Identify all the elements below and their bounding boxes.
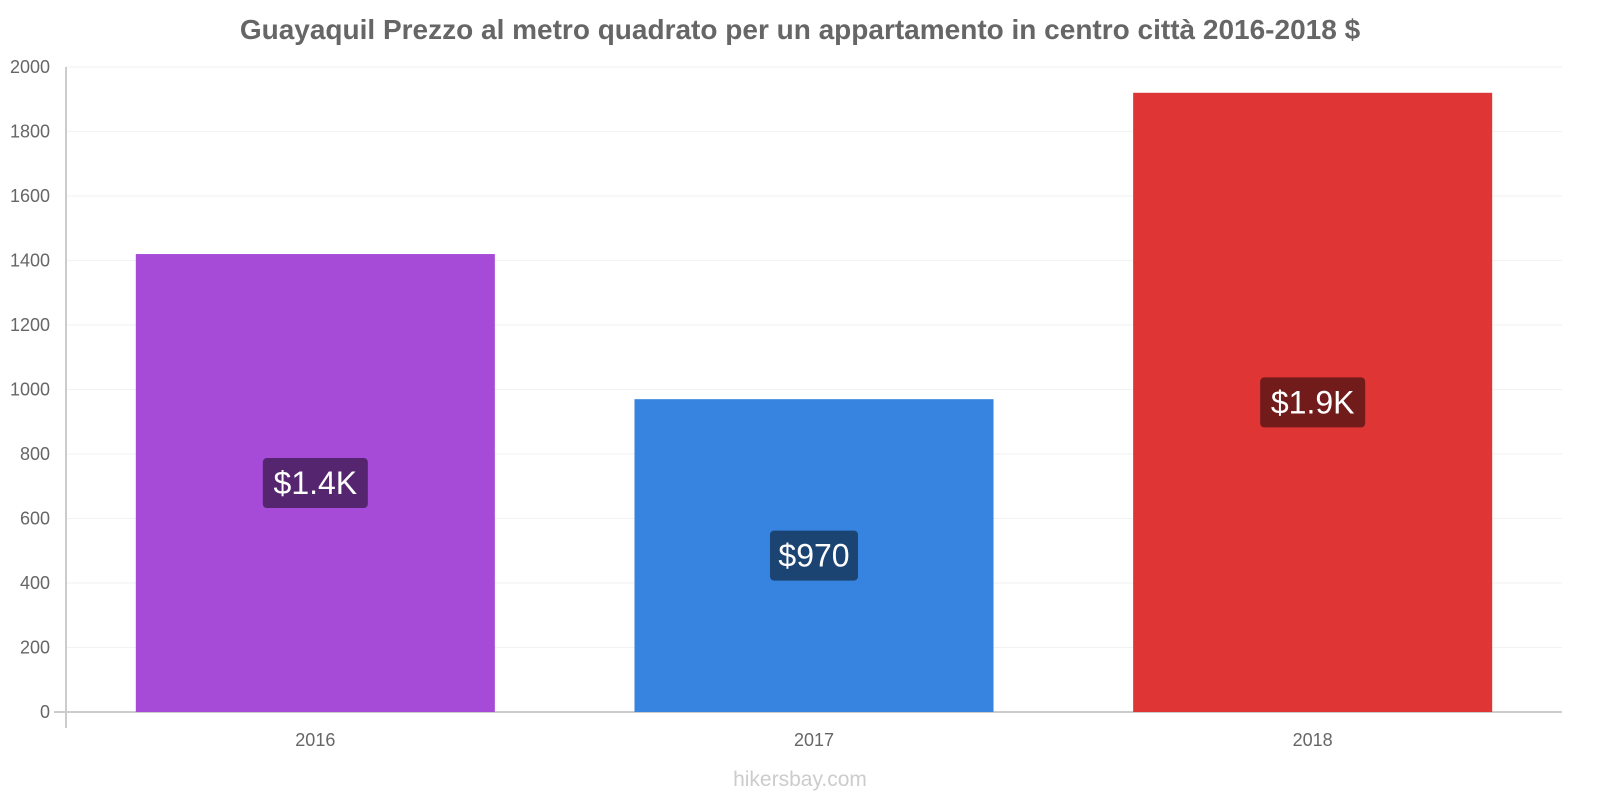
y-tick-label: 1200 — [10, 315, 50, 335]
x-tick-label: 2017 — [794, 730, 834, 750]
y-tick-label: 1800 — [10, 122, 50, 142]
data-label: $970 — [778, 538, 849, 574]
y-tick-label: 600 — [20, 509, 50, 529]
y-tick-label: 0 — [40, 702, 50, 722]
y-tick-label: 1600 — [10, 186, 50, 206]
y-tick-label: 1400 — [10, 251, 50, 271]
source-credit: hikersbay.com — [733, 768, 867, 791]
chart-title: Guayaquil Prezzo al metro quadrato per u… — [239, 14, 1361, 45]
y-tick-label: 2000 — [10, 57, 50, 77]
data-label: $1.9K — [1271, 384, 1355, 420]
data-label: $1.4K — [274, 465, 358, 501]
data-label-badge — [1260, 377, 1366, 428]
y-tick-label: 200 — [20, 638, 50, 658]
data-label-badge — [262, 458, 368, 509]
data-label-badge — [770, 530, 858, 581]
x-tick-label: 2016 — [295, 730, 335, 750]
y-tick-label: 800 — [20, 444, 50, 464]
y-tick-label: 1000 — [10, 380, 50, 400]
x-tick-label: 2018 — [1293, 730, 1333, 750]
y-tick-label: 400 — [20, 573, 50, 593]
